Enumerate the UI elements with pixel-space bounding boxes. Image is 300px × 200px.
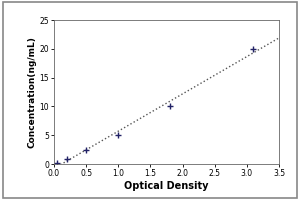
Y-axis label: Concentration(ng/mL): Concentration(ng/mL) xyxy=(28,36,37,148)
X-axis label: Optical Density: Optical Density xyxy=(124,181,209,191)
